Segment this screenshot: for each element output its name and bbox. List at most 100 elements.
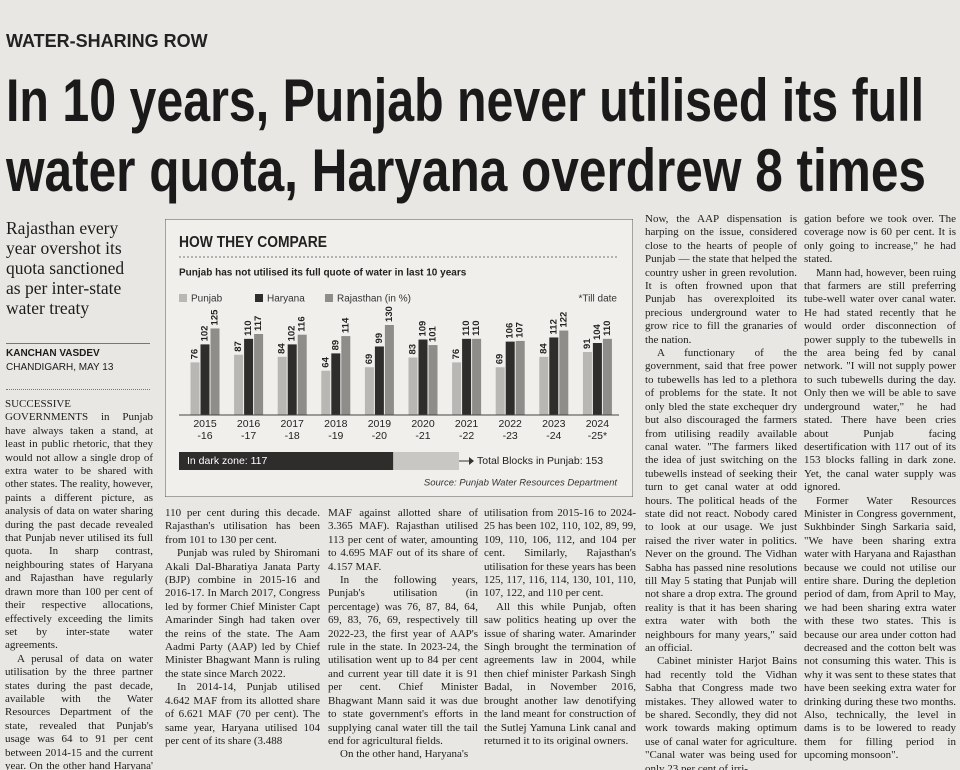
- value-label: 69: [495, 354, 506, 365]
- value-label: 110: [471, 321, 482, 336]
- value-label: 76: [451, 349, 462, 360]
- value-label: 76: [190, 349, 201, 360]
- value-label: 112: [548, 319, 559, 334]
- bar: [428, 345, 438, 415]
- bar: [549, 337, 559, 415]
- value-label: 106: [505, 323, 516, 339]
- bar: [408, 357, 418, 415]
- article-column: SUCCESSIVE GOVERNMENTS in Punjab have al…: [5, 398, 153, 770]
- bar: [297, 334, 307, 415]
- bar: [287, 344, 297, 415]
- x-tick-label: -23: [503, 430, 518, 442]
- bar: [234, 354, 244, 415]
- dateline: CHANDIGARH, MAY 13: [6, 362, 114, 373]
- paragraph: Now, the AAP dispensation is harping on …: [645, 213, 797, 346]
- value-label: 130: [384, 306, 395, 322]
- x-tick-label: -20: [372, 430, 387, 442]
- legend-swatch: [255, 294, 263, 302]
- article-column: Now, the AAP dispensation is harping on …: [645, 213, 797, 770]
- paragraph: gation before we took over. The coverage…: [804, 213, 956, 266]
- x-tick-label: 2022: [499, 418, 523, 430]
- chart: HOW THEY COMPARE Punjab has not utilised…: [165, 219, 633, 497]
- value-label: 83: [408, 344, 419, 355]
- paragraph: A perusal of data on water utilisation b…: [5, 652, 153, 770]
- legend-swatch: [325, 294, 333, 302]
- x-tick-label: 2017: [281, 418, 305, 430]
- x-tick-label: -16: [197, 430, 212, 442]
- x-tick-label: 2015: [193, 418, 217, 430]
- value-label: 122: [558, 312, 569, 328]
- bar: [254, 334, 264, 415]
- value-label: 104: [592, 323, 603, 340]
- chart-source: Source: Punjab Water Resources Departmen…: [424, 478, 617, 489]
- chart-note: *Till date: [578, 294, 617, 305]
- deck: Rajasthan every year overshot its quota sa…: [6, 218, 156, 318]
- x-tick-label: 2019: [368, 418, 392, 430]
- bar: [495, 367, 505, 415]
- x-tick-label: 2016: [237, 418, 261, 430]
- legend-swatch: [179, 294, 187, 302]
- bar: [277, 356, 287, 415]
- value-label: 117: [253, 316, 264, 331]
- value-label: 110: [461, 321, 472, 336]
- x-tick-label: -21: [415, 430, 430, 442]
- bar: [210, 328, 220, 415]
- header: WATER-SHARING ROW In 10 years, Punjab ne…: [5, 31, 926, 204]
- bar: [331, 353, 341, 415]
- bar: [244, 338, 254, 415]
- value-label: 116: [297, 316, 308, 331]
- x-tick-label: 2021: [455, 418, 479, 430]
- headline-line: In 10 years, Punjab never utilised its f…: [6, 67, 924, 134]
- x-tick-label: 2024: [586, 418, 610, 430]
- bar: [452, 362, 462, 415]
- bar: [321, 370, 331, 415]
- bar: [602, 338, 612, 415]
- article-column: 110 per cent during this decade. Rajasth…: [165, 507, 320, 770]
- paragraph: On the other hand, Haryana's: [340, 748, 469, 761]
- paragraph: In 2014-14, Punjab utilised 4.642 MAF fr…: [165, 681, 320, 747]
- value-label: 107: [515, 322, 526, 338]
- paragraph: In the following years, Punjab's utilisa…: [328, 574, 478, 747]
- article-column: gation before we took over. The coverage…: [804, 213, 956, 770]
- paragraph: Cabinet minister Harjot Bains had recent…: [645, 655, 797, 770]
- value-label: 125: [210, 309, 221, 326]
- paragraph: All this while Punjab, often saw politic…: [484, 600, 636, 747]
- kicker: WATER-SHARING ROW: [6, 31, 208, 51]
- bar: [190, 362, 200, 415]
- deck-line: year overshot its: [6, 238, 122, 258]
- arrow-head: [469, 457, 474, 465]
- chart-subtitle: Punjab has not utilised its full quote o…: [179, 268, 467, 279]
- value-label: 114: [340, 317, 351, 333]
- paragraph: 110 per cent during this decade. Rajasth…: [165, 507, 320, 546]
- paragraph: Former Water Resources Minister in Congr…: [804, 494, 956, 762]
- value-label: 89: [330, 340, 341, 351]
- bar: [515, 340, 525, 415]
- x-tick-label: 2023: [542, 418, 566, 430]
- deck-line: water treaty: [6, 298, 90, 318]
- bar: [559, 330, 569, 415]
- dark-zone-bar: [179, 452, 394, 470]
- dark-zone-label: In dark zone: 117: [187, 455, 268, 467]
- legend-label: Punjab: [191, 294, 223, 305]
- bar: [384, 325, 394, 415]
- chart-title: HOW THEY COMPARE: [179, 234, 327, 251]
- bar: [539, 356, 549, 415]
- x-tick-label: -25*: [588, 430, 607, 442]
- paragraph: Punjab was ruled by Shiromani Akali Dal-…: [165, 547, 320, 680]
- deck-line: as per inter-state: [6, 278, 122, 298]
- bar: [582, 352, 592, 415]
- bar: [592, 343, 602, 415]
- value-label: 110: [602, 321, 613, 336]
- headline-line: water quota, Haryana overdrew 8 times: [5, 137, 926, 204]
- bar: [505, 341, 515, 415]
- value-label: 69: [364, 354, 375, 365]
- x-tick-label: -18: [285, 430, 300, 442]
- x-tick-label: -19: [328, 430, 343, 442]
- legend-label: Rajasthan (in %): [337, 294, 411, 305]
- article-column: utilisation from 2015-16 to 2024-25 has …: [484, 507, 636, 770]
- bar: [200, 344, 210, 415]
- legend-label: Haryana: [267, 294, 305, 305]
- x-tick-label: -17: [241, 430, 256, 442]
- value-label: 84: [277, 343, 288, 354]
